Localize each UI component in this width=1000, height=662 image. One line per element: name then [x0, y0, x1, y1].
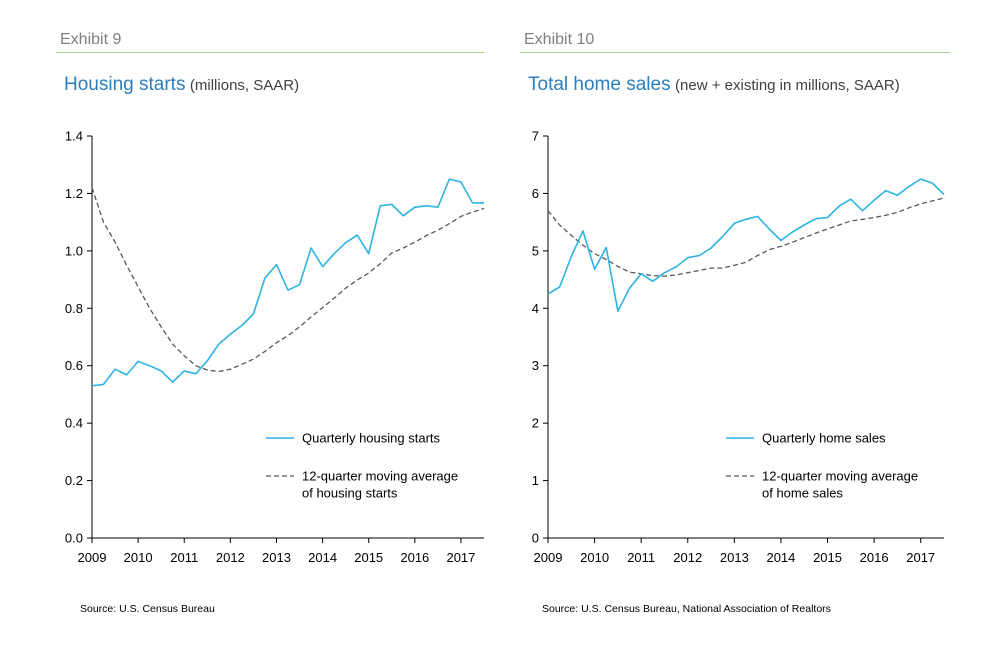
exhibit-divider [56, 52, 484, 53]
legend-label: 12-quarter moving average [762, 469, 918, 484]
quarterly-line [91, 178, 484, 387]
legend-label: Quarterly housing starts [302, 431, 441, 446]
x-tick-label: 2011 [627, 550, 655, 565]
x-tick-label: 2010 [124, 550, 153, 565]
exhibit-divider [520, 52, 950, 53]
y-tick-label: 7 [532, 129, 539, 144]
y-tick-label: 6 [532, 186, 539, 201]
chart-title: Housing starts [64, 74, 186, 95]
y-tick-label: 5 [532, 243, 539, 258]
chart-subtitle: (new + existing in millions, SAAR) [675, 77, 900, 94]
chart-title: Total home sales [528, 74, 671, 95]
y-tick-label: 3 [532, 358, 539, 373]
x-tick-label: 2013 [262, 550, 291, 565]
x-tick-label: 2013 [720, 550, 749, 565]
chart-title-block: Housing starts (millions, SAAR) [64, 74, 299, 96]
x-tick-label: 2014 [766, 550, 795, 565]
chart-title-block: Total home sales (new + existing in mill… [528, 74, 900, 96]
source-note: Source: U.S. Census Bureau, National Ass… [542, 603, 831, 615]
legend-label: 12-quarter moving average [302, 469, 458, 484]
y-tick-label: 4 [532, 301, 539, 316]
x-tick-label: 2009 [78, 550, 107, 565]
legend-label: Quarterly home sales [762, 431, 886, 446]
y-tick-label: 0 [532, 531, 539, 546]
x-tick-label: 2015 [354, 550, 383, 565]
housing-starts-chart: 0.0 0.2 0.4 0.6 0.8 1.0 1.2 1.4 2009 2010 2011 2012… [65, 129, 485, 565]
moving-average-line [547, 197, 945, 277]
y-tick-label: 0.0 [65, 531, 83, 546]
y-tick-label: 1.0 [65, 243, 83, 258]
exhibit-10-panel: Exhibit 10 Total home sales (new + exist… [500, 0, 1000, 662]
home-sales-chart: 0 1 2 3 4 5 6 7 2009 2010 2011 2012 2013 2014 2015 2016… [532, 129, 945, 565]
x-tick-label: 2014 [308, 550, 337, 565]
x-tick-label: 2017 [446, 550, 475, 565]
x-tick-label: 2017 [906, 550, 935, 565]
exhibit-label: Exhibit 10 [524, 31, 595, 48]
chart-subtitle: (millions, SAAR) [189, 77, 300, 94]
y-tick-label: 0.4 [65, 416, 83, 431]
y-tick-label: 0.8 [65, 301, 83, 316]
y-tick-label: 2 [532, 416, 539, 431]
exhibit-9-panel: Exhibit 9 Housing starts (millions, SAAR… [56, 31, 485, 615]
x-tick-label: 2016 [860, 550, 889, 565]
y-tick-label: 0.6 [65, 358, 83, 373]
y-tick-label: 1.2 [65, 186, 83, 201]
y-tick-label: 1 [532, 473, 539, 488]
x-tick-label: 2011 [170, 550, 198, 565]
source-note: Source: U.S. Census Bureau [80, 603, 215, 615]
quarterly-line [547, 178, 945, 313]
x-tick-label: 2012 [216, 550, 245, 565]
x-tick-label: 2012 [673, 550, 702, 565]
legend-label: of home sales [762, 486, 843, 501]
moving-average-line [91, 187, 485, 373]
exhibit-label: Exhibit 9 [60, 31, 122, 48]
legend-label: of housing starts [302, 486, 398, 501]
x-tick-label: 2010 [580, 550, 609, 565]
x-tick-label: 2016 [400, 550, 429, 565]
y-tick-label: 0.2 [65, 473, 83, 488]
y-tick-label: 1.4 [65, 129, 83, 144]
x-tick-label: 2009 [534, 550, 563, 565]
x-tick-label: 2015 [813, 550, 842, 565]
